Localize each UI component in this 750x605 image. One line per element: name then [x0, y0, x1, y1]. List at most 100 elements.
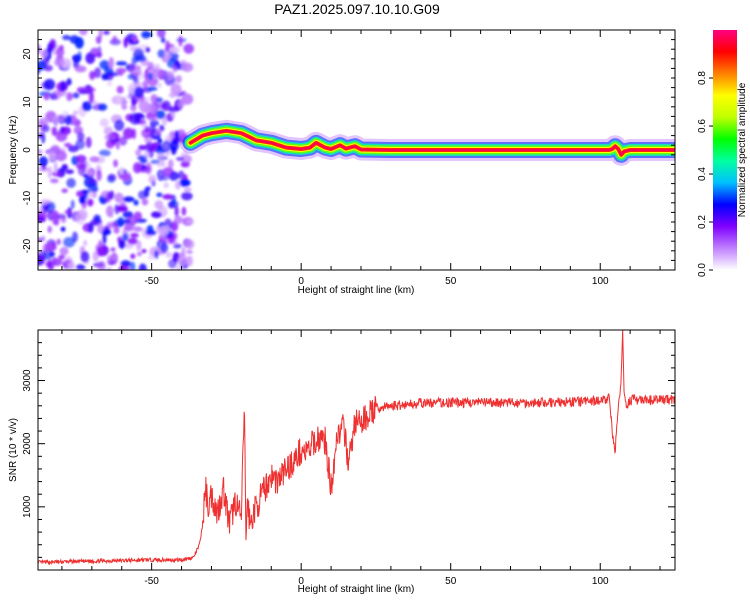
noise-blob: [38, 60, 47, 71]
noise-blob: [77, 50, 82, 61]
noise-blob: [163, 50, 171, 60]
noise-blob: [136, 240, 142, 251]
noise-blob: [76, 209, 88, 221]
noise-blob: [80, 251, 90, 263]
spectrogram-ridge: [179, 119, 675, 166]
noise-blob: [77, 132, 85, 142]
noise-blob: [75, 264, 86, 270]
noise-blob: [89, 70, 96, 80]
noise-blob: [177, 255, 189, 267]
noise-blob: [73, 110, 78, 115]
snr-plot-area: [38, 330, 675, 570]
noise-blob: [122, 196, 135, 203]
noise-blob: [157, 82, 163, 89]
noise-blob: [38, 217, 46, 223]
spectrogram-y-axis: -20 -10 0 10 20: [22, 29, 675, 271]
noise-blob: [148, 116, 159, 122]
noise-blob: [102, 233, 107, 245]
spectrogram-x-axis: -50 0 50 100: [61, 30, 661, 287]
noise-blob: [151, 211, 162, 218]
noise-blob: [98, 239, 103, 249]
noise-blob: [141, 128, 152, 139]
noise-blob: [56, 115, 64, 122]
spectrogram-y-label: Frequency (Hz): [8, 116, 19, 185]
noise-blob: [133, 226, 143, 232]
noise-blob: [106, 191, 111, 200]
noise-blob: [163, 182, 169, 189]
noise-blob: [183, 187, 192, 193]
noise-blob: [178, 170, 185, 180]
noise-blob: [155, 110, 166, 120]
noise-blob: [168, 46, 181, 53]
y-tick-label: 0: [22, 147, 33, 153]
noise-blob: [63, 237, 75, 248]
noise-blob: [87, 169, 94, 177]
noise-blob: [55, 150, 67, 162]
noise-blob: [145, 46, 151, 53]
noise-blob: [154, 249, 159, 259]
noise-blob: [130, 253, 136, 259]
noise-blob: [146, 225, 154, 234]
noise-blob: [181, 191, 193, 201]
noise-blob: [43, 93, 50, 101]
noise-blob: [74, 37, 84, 49]
noise-blob: [139, 159, 148, 164]
snr-frame: [37, 329, 676, 571]
noise-blob: [60, 226, 66, 232]
noise-blob: [72, 231, 78, 243]
noise-blob: [144, 143, 154, 153]
noise-blob: [132, 35, 138, 43]
noise-blob: [53, 58, 65, 67]
noise-blob: [150, 94, 158, 104]
noise-blob: [162, 193, 174, 200]
x-tick-label: 50: [445, 576, 457, 587]
noise-blob: [59, 247, 69, 256]
noise-blob: [87, 222, 94, 234]
noise-blob: [61, 188, 68, 194]
noise-blob: [147, 254, 155, 260]
noise-blob: [170, 221, 179, 232]
noise-blob: [156, 192, 163, 198]
noise-blob: [170, 83, 182, 96]
noise-blob: [148, 102, 158, 114]
snr-y-axis: 1000 2000 3000: [22, 329, 675, 571]
noise-blob: [70, 199, 75, 210]
noise-blob: [87, 182, 98, 193]
spectrogram-plot-area: [38, 30, 675, 270]
noise-blob: [100, 228, 112, 236]
noise-blob: [141, 198, 149, 206]
spectrogram-x-label: Height of straight line (km): [298, 285, 415, 296]
noise-blob: [96, 246, 105, 257]
x-tick-label: 0: [298, 276, 304, 287]
noise-blob: [136, 251, 142, 257]
noise-blob: [49, 38, 57, 50]
noise-blob: [111, 95, 124, 105]
noise-blob: [119, 166, 124, 176]
noise-blob: [67, 262, 73, 269]
noise-blob: [105, 205, 114, 217]
noise-blob: [133, 199, 139, 206]
noise-blob: [94, 67, 102, 79]
noise-blob: [131, 96, 136, 107]
noise-blob: [150, 159, 161, 165]
snr-x-axis: -50 0 50 100: [61, 330, 661, 587]
noise-blob: [40, 200, 48, 206]
noise-blob: [166, 233, 174, 238]
noise-blob: [138, 99, 147, 112]
noise-blob: [38, 148, 43, 156]
noise-blob: [64, 142, 72, 148]
noise-blob: [101, 73, 109, 81]
noise-blob: [165, 70, 175, 79]
noise-blob: [78, 30, 88, 36]
noise-blob: [146, 86, 158, 91]
noise-blob: [78, 89, 88, 95]
noise-blob: [175, 156, 185, 161]
y-tick-label: 2000: [22, 432, 33, 455]
noise-blob: [113, 159, 118, 168]
noise-blob: [112, 35, 117, 42]
noise-blob: [178, 178, 191, 187]
noise-blob: [103, 30, 110, 35]
noise-blob: [75, 154, 87, 164]
noise-blob: [175, 180, 181, 190]
